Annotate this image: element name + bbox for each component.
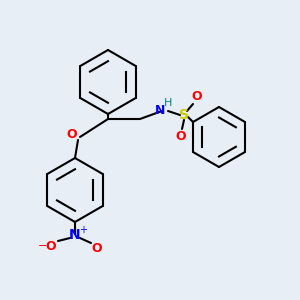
Text: O: O bbox=[67, 128, 77, 142]
Text: O: O bbox=[46, 239, 56, 253]
Text: O: O bbox=[92, 242, 102, 254]
Text: +: + bbox=[79, 225, 87, 235]
Text: N: N bbox=[69, 228, 81, 242]
Text: O: O bbox=[176, 130, 186, 143]
Text: O: O bbox=[192, 91, 202, 103]
Text: −: − bbox=[38, 241, 48, 251]
Text: S: S bbox=[179, 108, 189, 122]
Text: H: H bbox=[164, 98, 172, 108]
Text: N: N bbox=[155, 103, 165, 116]
